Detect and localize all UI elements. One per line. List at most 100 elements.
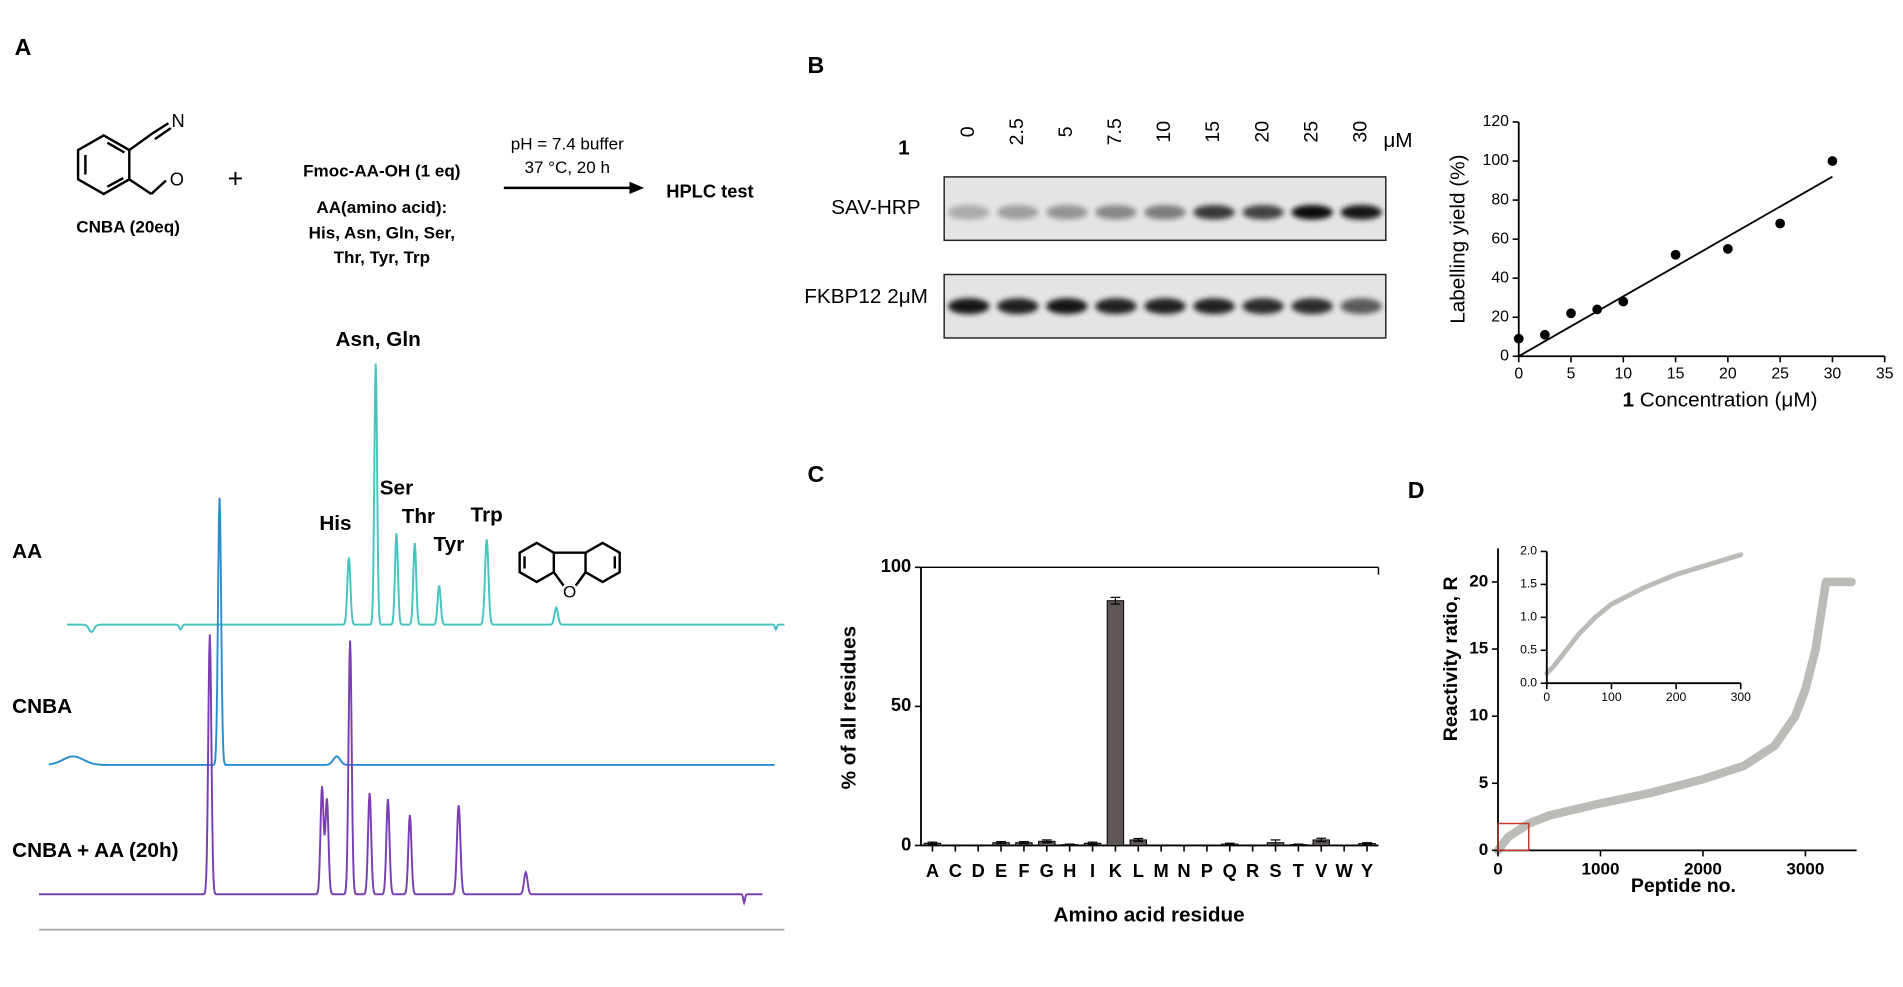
x-tick-label: L	[1133, 860, 1144, 881]
trace-label: CNBA + AA (20h)	[12, 839, 178, 862]
hplc-trace	[67, 363, 785, 633]
atom: N	[172, 110, 185, 131]
lane-label: 2.5	[1006, 118, 1028, 145]
lane-label: 0	[957, 126, 979, 137]
x-tick-label: I	[1090, 860, 1095, 881]
x-tick-label: 35	[1876, 366, 1894, 383]
product: HPLC test	[666, 181, 753, 202]
point	[1592, 304, 1603, 315]
lane-label: 25	[1300, 121, 1322, 143]
panel-label: D	[1408, 477, 1425, 503]
x-tick-label: H	[1063, 860, 1076, 881]
x-tick-label: 100	[1601, 690, 1622, 704]
point	[1827, 156, 1838, 166]
x-axis-label: 1 Concentration (μM)	[1623, 389, 1818, 412]
x-tick-label: 30	[1824, 366, 1842, 383]
atom: O	[563, 582, 576, 601]
error-bar	[1293, 843, 1304, 846]
aa-list: His, Asn, Gln, Ser,	[309, 224, 455, 243]
x-tick-label: 25	[1771, 366, 1789, 383]
panel-label: B	[808, 52, 825, 78]
x-tick-label: C	[949, 860, 962, 881]
band	[1193, 204, 1235, 220]
bond	[106, 141, 126, 154]
arrow-head	[629, 181, 645, 194]
x-tick-label: 15	[1667, 366, 1685, 383]
x-tick-label: 3000	[1786, 859, 1824, 878]
error-bar	[996, 840, 1006, 845]
bond	[574, 571, 587, 587]
error-bar	[1316, 837, 1327, 843]
y-tick-label: 40	[1491, 269, 1509, 286]
peak-label: Tyr	[434, 533, 465, 556]
x-tick-label: P	[1201, 860, 1213, 881]
reagent: CNBA (20eq)	[76, 218, 180, 237]
peak-label: His	[319, 512, 351, 535]
trace-label: AA	[12, 540, 42, 563]
band	[1242, 298, 1284, 315]
peak-label: Thr	[402, 505, 435, 528]
x-tick-label: Y	[1361, 860, 1373, 881]
error-bar	[927, 841, 938, 845]
x-tick-label: W	[1336, 860, 1354, 881]
y-axis-label: % of all residues	[838, 626, 861, 790]
error-bar	[1224, 842, 1235, 846]
plus: +	[228, 164, 244, 194]
y-tick-label: 15	[1469, 639, 1488, 658]
x-tick-label: 2000	[1684, 859, 1722, 878]
y-tick-label: 80	[1491, 191, 1509, 208]
band	[1046, 298, 1088, 315]
error-bar	[1087, 841, 1098, 845]
band	[1242, 204, 1284, 220]
curve	[1493, 577, 1856, 855]
aa-title: AA(amino acid):	[316, 198, 447, 217]
point	[1566, 308, 1576, 319]
y-tick-label: 2.0	[1520, 544, 1537, 558]
row-label: FKBP12 2μM	[804, 285, 928, 308]
x-tick-label: T	[1293, 860, 1304, 881]
lane-label: 7.5	[1104, 118, 1126, 145]
dibenzofuran	[518, 541, 621, 587]
bond	[128, 178, 152, 195]
x-axis-label-bold: 1	[1623, 389, 1635, 412]
error-bar	[1270, 839, 1281, 847]
condition: 37 °C, 20 h	[524, 158, 610, 177]
x-tick-label: A	[926, 860, 939, 881]
zoom-box	[1497, 822, 1530, 852]
y-tick-label: 0	[901, 833, 911, 854]
substrate: Fmoc-AA-OH (1 eq)	[303, 162, 460, 181]
y-tick-label: 60	[1491, 230, 1509, 247]
y-tick-label: 0.5	[1520, 642, 1537, 656]
lane-label: 20	[1251, 121, 1273, 143]
band	[1046, 204, 1088, 220]
y-tick-label: 0	[1500, 347, 1509, 364]
hplc-trace	[39, 634, 763, 906]
y-tick-label: 1.5	[1520, 577, 1537, 591]
trace-label: CNBA	[12, 695, 72, 718]
bar	[1106, 600, 1125, 846]
y-axis-label: Labelling yield (%)	[1446, 154, 1469, 323]
lane-label: 30	[1349, 121, 1371, 143]
y-tick-label: 50	[891, 694, 911, 715]
x-axis-label: Amino acid residue	[1054, 904, 1245, 927]
x-tick-label: 300	[1731, 690, 1752, 704]
x-tick-label: Q	[1223, 860, 1237, 881]
y-tick-label: 100	[1483, 152, 1510, 169]
bond	[150, 179, 167, 195]
x-tick-label: 0	[1543, 690, 1550, 704]
error-bar	[1133, 837, 1144, 842]
x-tick-label: 5	[1567, 366, 1576, 383]
bond	[106, 177, 124, 188]
band	[1340, 298, 1382, 315]
x-tick-label: K	[1109, 860, 1123, 881]
band	[947, 204, 990, 220]
error-bar	[1362, 842, 1372, 845]
x-tick-label: M	[1154, 860, 1169, 881]
point	[1775, 218, 1786, 229]
point	[1540, 329, 1550, 340]
x-tick-label: D	[972, 860, 985, 881]
band	[1291, 204, 1333, 220]
lane-label: 15	[1202, 121, 1224, 143]
compound-label: 1	[898, 136, 910, 159]
x-tick-label: 0	[1493, 859, 1502, 878]
